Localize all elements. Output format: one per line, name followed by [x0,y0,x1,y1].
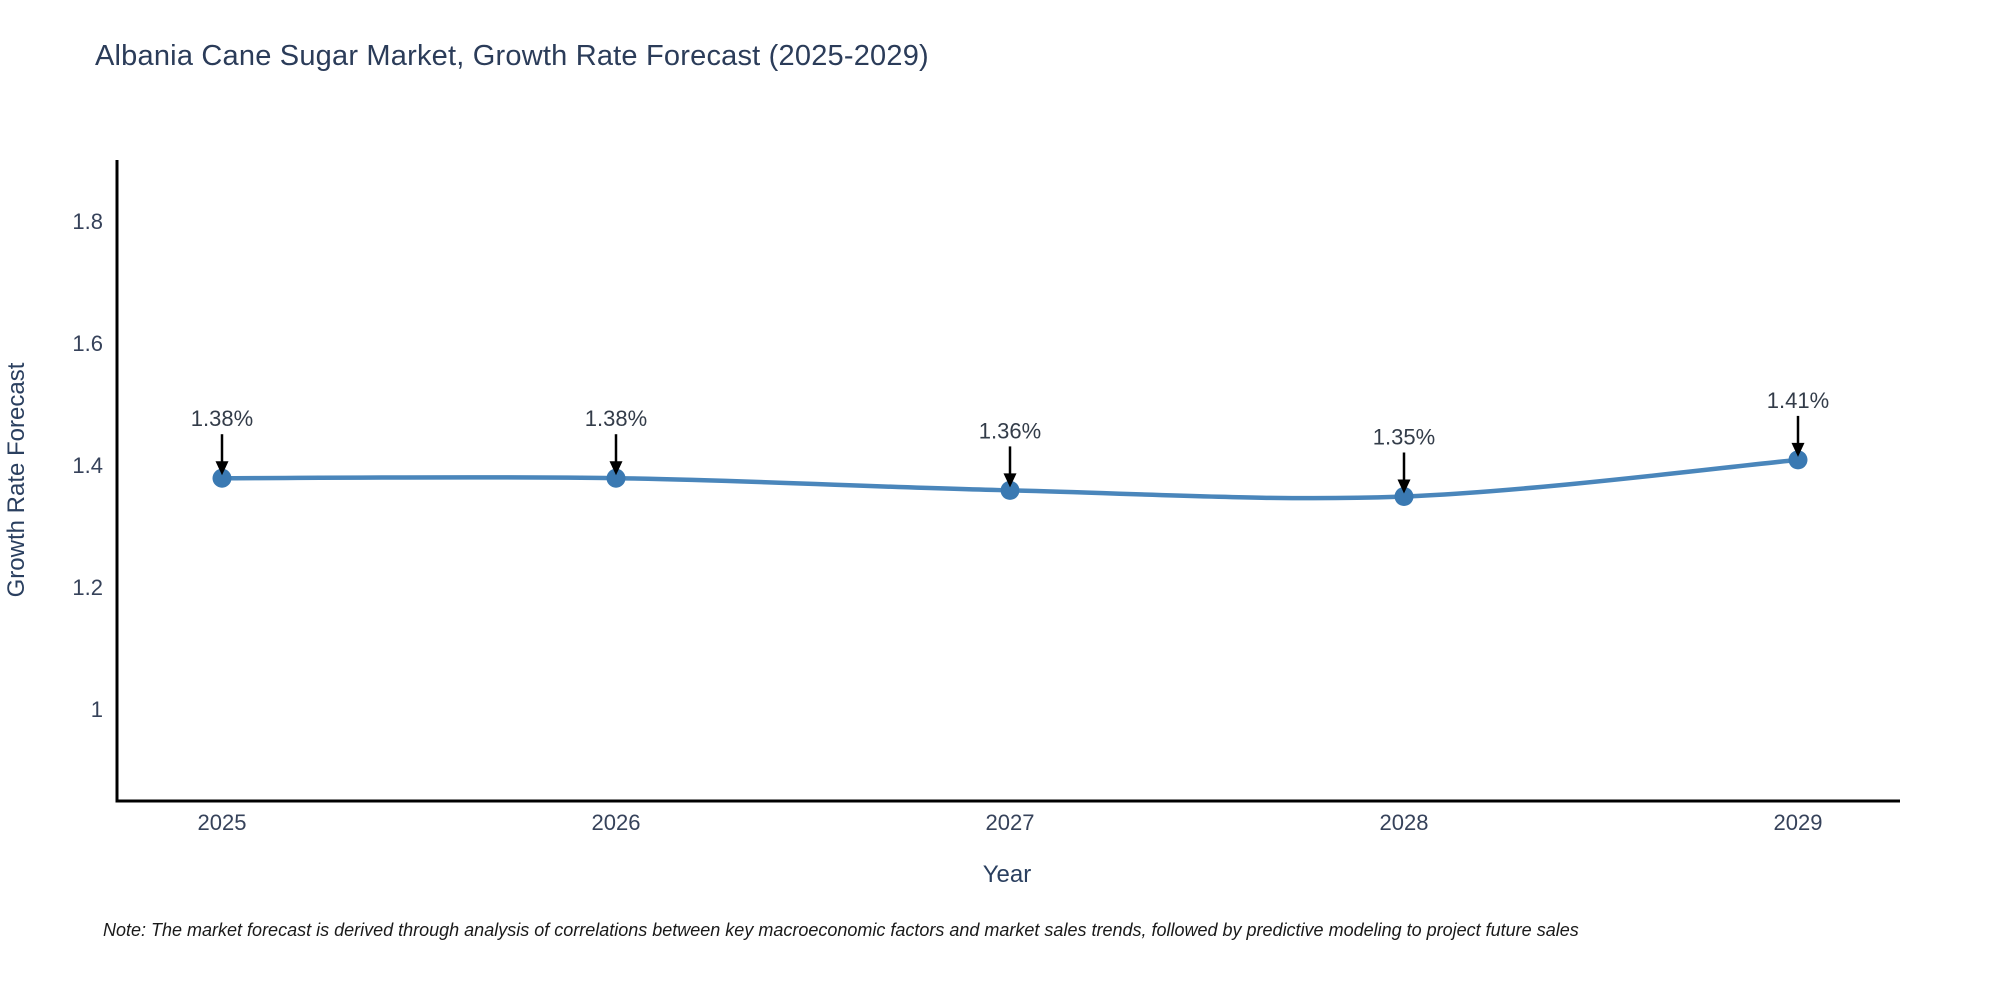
annotation-arrowhead [1003,473,1017,488]
x-axis-title: Year [983,861,1032,888]
data-point-marker [1788,450,1808,470]
annotation-arrowhead [1397,479,1411,494]
y-tick-label: 1.8 [72,209,103,234]
annotation-arrowhead [1791,442,1805,457]
data-point-marker [1000,480,1020,500]
ticks-layer: 1.8 1.6 1.4 1.2 1 2025 2026 2027 2028 2029 Growth … [3,209,1822,888]
point-value-label: 1.41% [1767,388,1829,413]
y-tick-label: 1.2 [72,575,103,600]
chart-title: Albania Cane Sugar Market, Growth Rate F… [95,40,929,72]
y-tick-label: 1.4 [72,453,103,478]
axes-layer [115,160,1900,803]
annotation-arrowhead [215,461,229,476]
data-point-marker [212,468,232,488]
point-value-label: 1.36% [979,418,1041,443]
y-tick-label: 1 [91,697,103,722]
data-point-marker [1394,487,1414,506]
x-tick-label: 2028 [1380,810,1429,835]
x-tick-label: 2026 [592,810,641,835]
footnote: Note: The market forecast is derived thr… [103,920,1579,940]
point-value-label: 1.35% [1373,425,1435,450]
data-point-marker [606,468,626,488]
x-tick-label: 2025 [198,810,247,835]
y-axis-title: Growth Rate Forecast [3,362,30,597]
x-tick-label: 2027 [986,810,1035,835]
y-tick-label: 1.6 [72,331,103,356]
x-tick-label: 2029 [1774,810,1823,835]
annotation-layer: 1.38% 1.38% 1.36% 1.35% 1.41% [191,388,1829,494]
point-value-label: 1.38% [585,406,647,431]
point-value-label: 1.38% [191,406,253,431]
annotation-arrowhead [609,461,623,476]
line-series-layer [212,450,1808,506]
